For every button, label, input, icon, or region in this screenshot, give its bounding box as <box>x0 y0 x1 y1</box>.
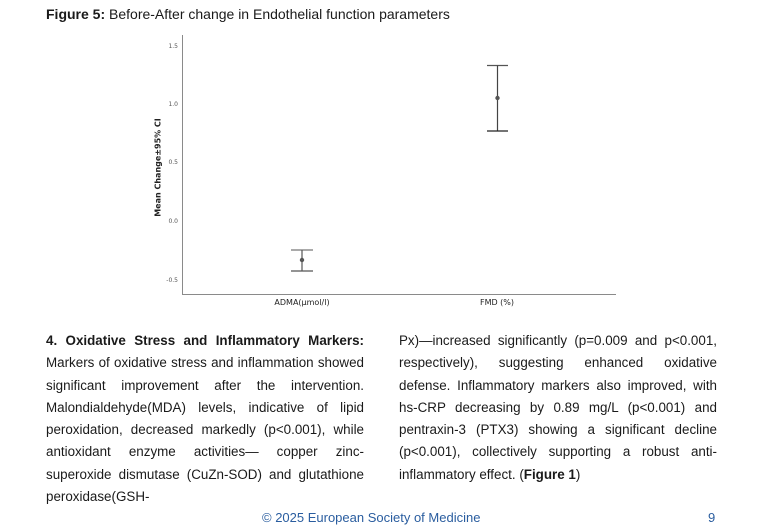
x-tick-label-fmd: FMD (%) <box>479 298 515 307</box>
figure-caption: Figure 5: Before-After change in Endothe… <box>46 6 450 22</box>
body-text-right: Px)—increased significantly (p=0.009 and… <box>399 333 717 482</box>
body-column-right: Px)—increased significantly (p=0.009 and… <box>399 330 717 486</box>
y-tick-label: 0.5 <box>168 159 178 166</box>
chart-plot-area <box>182 35 616 295</box>
y-tick-label: 0.0 <box>168 218 178 225</box>
page-number: 9 <box>708 510 716 525</box>
closing-paren: ) <box>575 466 581 482</box>
y-tick-label: 1.5 <box>168 43 178 50</box>
figure-label: Figure 5: <box>46 6 106 22</box>
y-tick-label: -0.5 <box>166 277 178 284</box>
x-tick-label-adma: ADMA(μmol/l) <box>274 298 330 307</box>
errorbar-fmd <box>487 64 508 132</box>
footer-copyright: © 2025 European Society of Medicine <box>262 510 481 525</box>
figure-reference-link[interactable]: Figure 1 <box>523 466 576 482</box>
body-column-left: 4. Oxidative Stress and Inflammatory Mar… <box>46 330 364 508</box>
y-axis-title: Mean Change±95% CI <box>153 118 163 217</box>
errorbar-chart: 1.5 1.0 0.5 0.0 -0.5 Mean Change±95% CI … <box>153 35 616 307</box>
figure-caption-text: Before-After change in Endothelial funct… <box>105 6 450 22</box>
section-heading: 4. Oxidative Stress and Inflammatory Mar… <box>46 333 364 348</box>
errorbar-adma <box>291 249 313 272</box>
y-tick-label: 1.0 <box>168 101 178 108</box>
body-text-left: Markers of oxidative stress and inflamma… <box>46 355 364 505</box>
